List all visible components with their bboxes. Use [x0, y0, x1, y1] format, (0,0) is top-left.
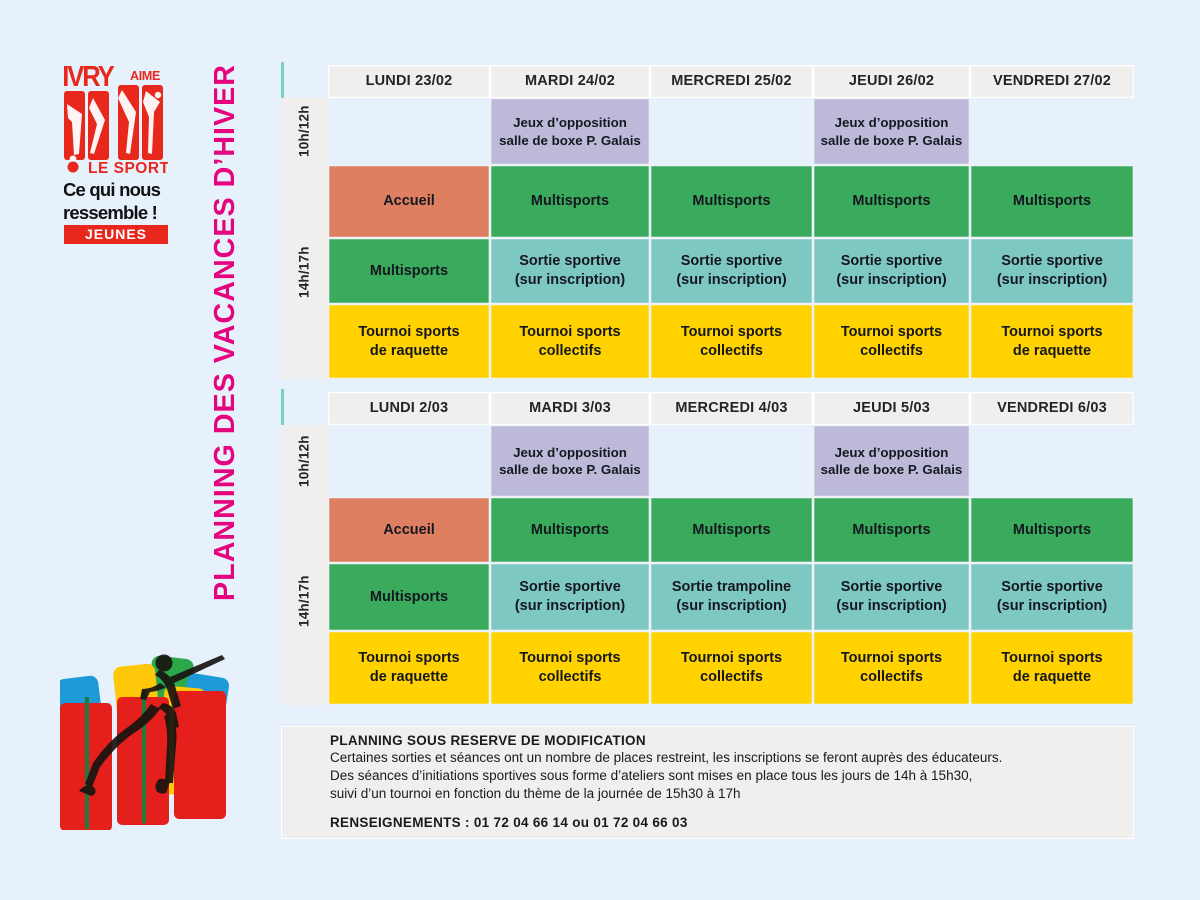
- svg-text:JEUNES: JEUNES: [85, 226, 147, 242]
- svg-text:Ce qui nous: Ce qui nous: [64, 179, 161, 200]
- svg-text:LE SPORT: LE SPORT: [88, 160, 168, 177]
- svg-text:IVRY: IVRY: [64, 62, 115, 92]
- svg-text:AIME: AIME: [130, 69, 160, 83]
- svg-text:ressemble !: ressemble !: [64, 202, 157, 223]
